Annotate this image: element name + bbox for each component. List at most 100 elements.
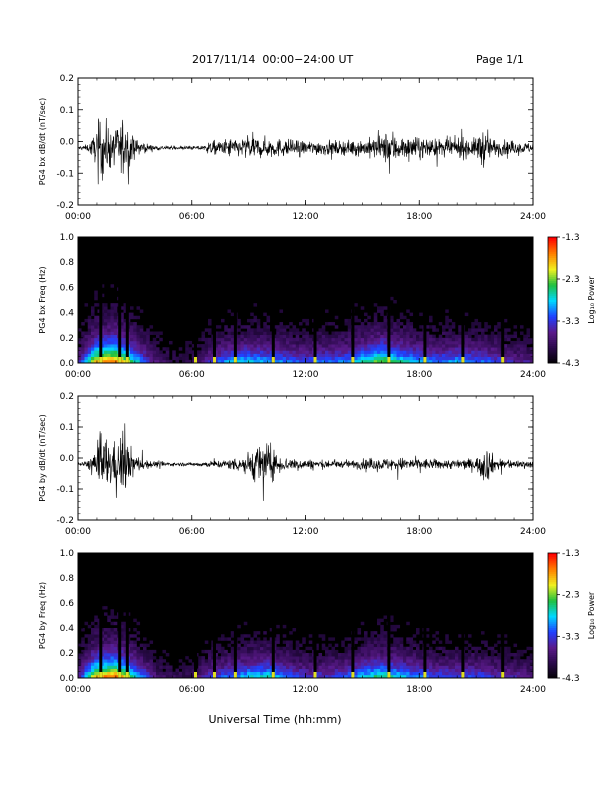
spectrogram-cell	[110, 665, 115, 669]
spectrogram-cell	[328, 353, 332, 357]
spectrogram-cell	[87, 653, 92, 657]
spectrogram-cell	[497, 656, 501, 660]
spectrogram-cell	[529, 353, 534, 357]
spectrogram-cell	[136, 621, 141, 626]
spectrogram-cell	[308, 350, 313, 354]
spectrogram-cell	[425, 628, 430, 632]
spectrogram-cell	[409, 643, 414, 648]
spectrogram-cell	[224, 356, 228, 361]
spectrogram-cell	[341, 668, 345, 673]
spectrogram-cell	[481, 359, 485, 364]
spectrogram-cell	[367, 325, 371, 329]
spectrogram-cell	[217, 325, 222, 329]
spectrogram-cell	[110, 637, 115, 641]
spectrogram-cell	[100, 649, 105, 654]
spectrogram-cell	[399, 347, 404, 351]
spectrogram-cell	[214, 356, 219, 361]
y-tick-label: -0.2	[56, 516, 74, 526]
spectrogram-cell	[308, 340, 313, 345]
spectrogram-cell	[97, 344, 102, 348]
spectrogram-cell	[497, 322, 501, 326]
spectrogram-cell	[120, 668, 124, 673]
spectrogram-cell	[503, 328, 508, 332]
colorbar-segment	[548, 567, 557, 571]
spectrogram-cell	[438, 646, 443, 651]
spectrogram-cell	[208, 659, 212, 663]
colorbar-segment	[548, 270, 557, 274]
spectrogram-cell	[344, 322, 349, 326]
spectrogram-cell	[390, 656, 394, 660]
colorbar-segment	[548, 243, 557, 246]
spectrogram-cell	[282, 656, 287, 660]
spectrogram-cell	[253, 653, 258, 657]
spectrogram-cell	[523, 356, 527, 361]
spectrogram-cell	[464, 356, 469, 361]
spectrogram-cell	[507, 359, 511, 364]
spectrogram-cell	[266, 344, 271, 348]
colorbar-title: Log₁₀ Power	[587, 276, 596, 324]
spectrogram-cell	[445, 653, 449, 657]
spectrogram-cell	[357, 665, 362, 669]
spectrogram-cell	[289, 643, 293, 648]
spectrogram-cell	[256, 334, 261, 339]
spectrogram-cell	[503, 659, 508, 663]
spectrogram-cell	[370, 646, 375, 651]
spectrogram-cell	[325, 347, 329, 351]
spectrogram-cell	[360, 325, 365, 329]
gap-stripe-base	[213, 357, 216, 363]
spectrogram-cell	[403, 337, 407, 342]
spectrogram-cell	[78, 662, 82, 666]
spectrogram-cell	[204, 356, 209, 361]
spectrogram-cell	[120, 322, 124, 326]
colorbar-segment	[548, 636, 557, 639]
spectrogram-cell	[390, 665, 394, 669]
gap-stripe-base	[233, 357, 237, 363]
colorbar-segment	[548, 584, 557, 587]
spectrogram-cell	[406, 359, 410, 364]
spectrogram-cell	[370, 671, 375, 676]
spectrogram-cell	[325, 337, 329, 342]
spectrogram-cell	[438, 322, 443, 326]
spectrogram-cell	[191, 356, 196, 361]
spectrogram-cell	[383, 668, 388, 673]
spectrogram-cell	[380, 350, 384, 354]
spectrogram-cell	[84, 334, 89, 339]
colorbar-segment	[548, 279, 557, 282]
spectrogram-cell	[318, 344, 323, 348]
spectrogram-cell	[344, 347, 349, 351]
spectrogram-cell	[331, 344, 336, 348]
spectrogram-cell	[318, 340, 323, 345]
spectrogram-cell	[276, 328, 280, 332]
spectrogram-cell	[516, 337, 521, 342]
y-tick-label: 0.1	[60, 106, 74, 116]
spectrogram-cell	[208, 328, 212, 332]
spectrogram-cell	[269, 350, 274, 354]
spectrogram-cell	[191, 668, 196, 673]
spectrogram-cell	[152, 359, 157, 364]
spectrogram-cell	[266, 665, 271, 669]
colorbar-segment	[548, 327, 557, 330]
spectrogram-cell	[146, 659, 150, 663]
spectrogram-cell	[143, 353, 147, 357]
spectrogram-cell	[276, 662, 280, 666]
spectrogram-cell	[390, 668, 394, 673]
spectrogram-cell	[315, 662, 319, 666]
spectrogram-cell	[230, 356, 235, 361]
spectrogram-cell	[529, 347, 534, 351]
spectrogram-cell	[156, 671, 160, 676]
spectrogram-cell	[367, 350, 371, 354]
spectrogram-cell	[159, 668, 163, 673]
spectrogram-cell	[510, 340, 514, 345]
spectrogram-cell	[494, 656, 498, 660]
page-title: 2017/11/14 00:00−24:00 UT	[192, 53, 354, 66]
spectrogram-cell	[227, 328, 232, 332]
spectrogram-cell	[78, 674, 82, 679]
colorbar-segment	[548, 291, 557, 295]
y-tick-label: 0.4	[60, 309, 75, 319]
spectrogram-cell	[494, 340, 498, 345]
spectrogram-cell	[292, 353, 297, 357]
spectrogram-cell	[110, 344, 115, 348]
spectrogram-cell	[344, 649, 349, 654]
spectrogram-cell	[377, 671, 381, 676]
spectrogram-cell	[520, 347, 524, 351]
